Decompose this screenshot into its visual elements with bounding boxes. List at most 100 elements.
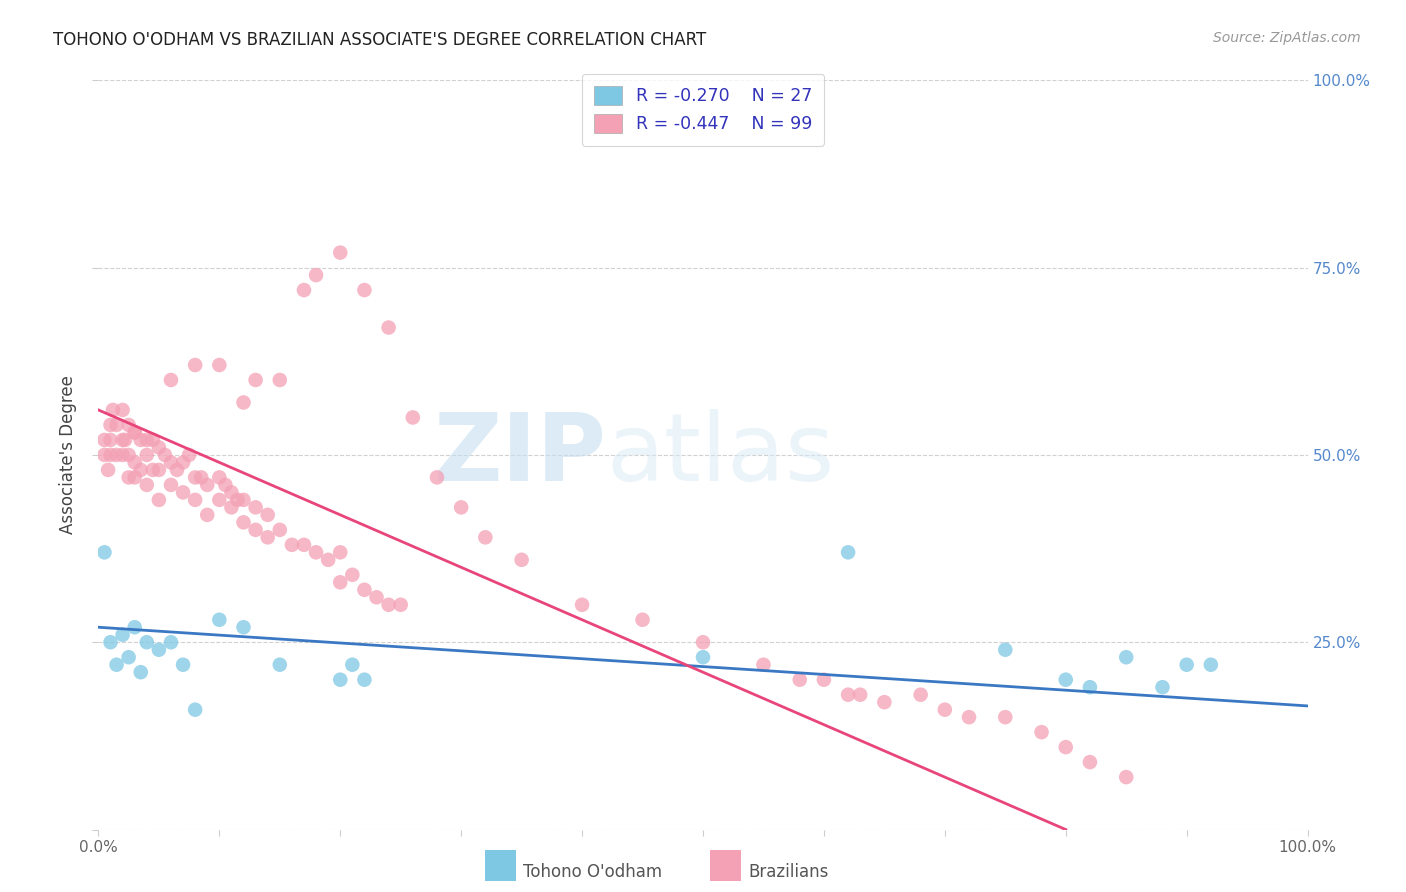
Point xyxy=(221,485,243,500)
Legend: R = -0.270    N = 27, R = -0.447    N = 99: R = -0.270 N = 27, R = -0.447 N = 99 xyxy=(582,74,824,145)
Point xyxy=(93,448,115,462)
Point xyxy=(160,635,183,649)
Point xyxy=(1115,770,1137,784)
Point xyxy=(129,433,152,447)
Point xyxy=(100,417,122,432)
Point xyxy=(245,373,267,387)
Point xyxy=(135,433,157,447)
Point xyxy=(837,688,859,702)
Point xyxy=(353,673,375,687)
Point xyxy=(256,530,278,544)
Point xyxy=(1115,650,1137,665)
Point xyxy=(124,620,146,634)
Point xyxy=(100,635,122,649)
Point xyxy=(208,492,231,507)
Point xyxy=(208,358,231,372)
Point xyxy=(316,553,339,567)
Point xyxy=(184,492,207,507)
Point xyxy=(160,478,183,492)
Point xyxy=(142,463,165,477)
Point xyxy=(148,492,170,507)
Point xyxy=(100,433,122,447)
Point xyxy=(232,516,254,530)
Point xyxy=(195,508,218,522)
Point xyxy=(292,538,315,552)
Point xyxy=(377,598,399,612)
Point xyxy=(166,463,188,477)
Point xyxy=(389,598,412,612)
Point xyxy=(142,433,165,447)
Point xyxy=(329,545,352,559)
Point xyxy=(934,703,956,717)
Point xyxy=(226,492,249,507)
Point xyxy=(232,620,254,634)
Point xyxy=(232,492,254,507)
Point xyxy=(105,448,128,462)
Point xyxy=(692,650,714,665)
Point xyxy=(329,673,352,687)
Point xyxy=(342,567,364,582)
Point xyxy=(994,642,1017,657)
Point xyxy=(849,688,872,702)
Point xyxy=(124,455,146,469)
Point xyxy=(873,695,896,709)
Point xyxy=(232,395,254,409)
Point xyxy=(118,448,141,462)
Point xyxy=(153,448,176,462)
Point xyxy=(571,598,593,612)
Point xyxy=(184,358,207,372)
Text: Tohono O'odham: Tohono O'odham xyxy=(523,863,662,881)
Point xyxy=(124,470,146,484)
Point xyxy=(366,591,388,605)
Point xyxy=(1175,657,1198,672)
Point xyxy=(631,613,654,627)
Point xyxy=(172,455,194,469)
Point xyxy=(329,575,352,590)
Text: TOHONO O'ODHAM VS BRAZILIAN ASSOCIATE'S DEGREE CORRELATION CHART: TOHONO O'ODHAM VS BRAZILIAN ASSOCIATE'S … xyxy=(53,31,707,49)
Point xyxy=(256,508,278,522)
Point xyxy=(353,582,375,597)
Point xyxy=(101,403,124,417)
Point xyxy=(124,425,146,440)
Point xyxy=(184,470,207,484)
Text: Source: ZipAtlas.com: Source: ZipAtlas.com xyxy=(1213,31,1361,45)
Point xyxy=(93,545,115,559)
Point xyxy=(292,283,315,297)
Point xyxy=(114,433,136,447)
Point xyxy=(510,553,533,567)
Y-axis label: Associate's Degree: Associate's Degree xyxy=(59,376,77,534)
Point xyxy=(1152,680,1174,694)
Point xyxy=(269,523,291,537)
Point xyxy=(118,650,141,665)
Point xyxy=(305,545,328,559)
Point xyxy=(148,463,170,477)
Point xyxy=(245,500,267,515)
Point xyxy=(281,538,304,552)
Point xyxy=(129,463,152,477)
Point xyxy=(160,455,183,469)
Text: atlas: atlas xyxy=(606,409,835,501)
Point xyxy=(692,635,714,649)
Point xyxy=(221,500,243,515)
Point xyxy=(111,403,134,417)
Point xyxy=(111,628,134,642)
Point xyxy=(329,245,352,260)
Point xyxy=(837,545,859,559)
Point xyxy=(111,433,134,447)
Point xyxy=(124,425,146,440)
Point xyxy=(208,613,231,627)
Point xyxy=(1054,673,1077,687)
Point xyxy=(402,410,425,425)
Point xyxy=(184,703,207,717)
Point xyxy=(214,478,236,492)
Point xyxy=(111,448,134,462)
Point xyxy=(305,268,328,282)
Point xyxy=(994,710,1017,724)
Point xyxy=(1054,740,1077,755)
Point xyxy=(426,470,449,484)
Point xyxy=(135,635,157,649)
Point xyxy=(135,478,157,492)
Text: Brazilians: Brazilians xyxy=(748,863,828,881)
Point xyxy=(450,500,472,515)
Point xyxy=(752,657,775,672)
